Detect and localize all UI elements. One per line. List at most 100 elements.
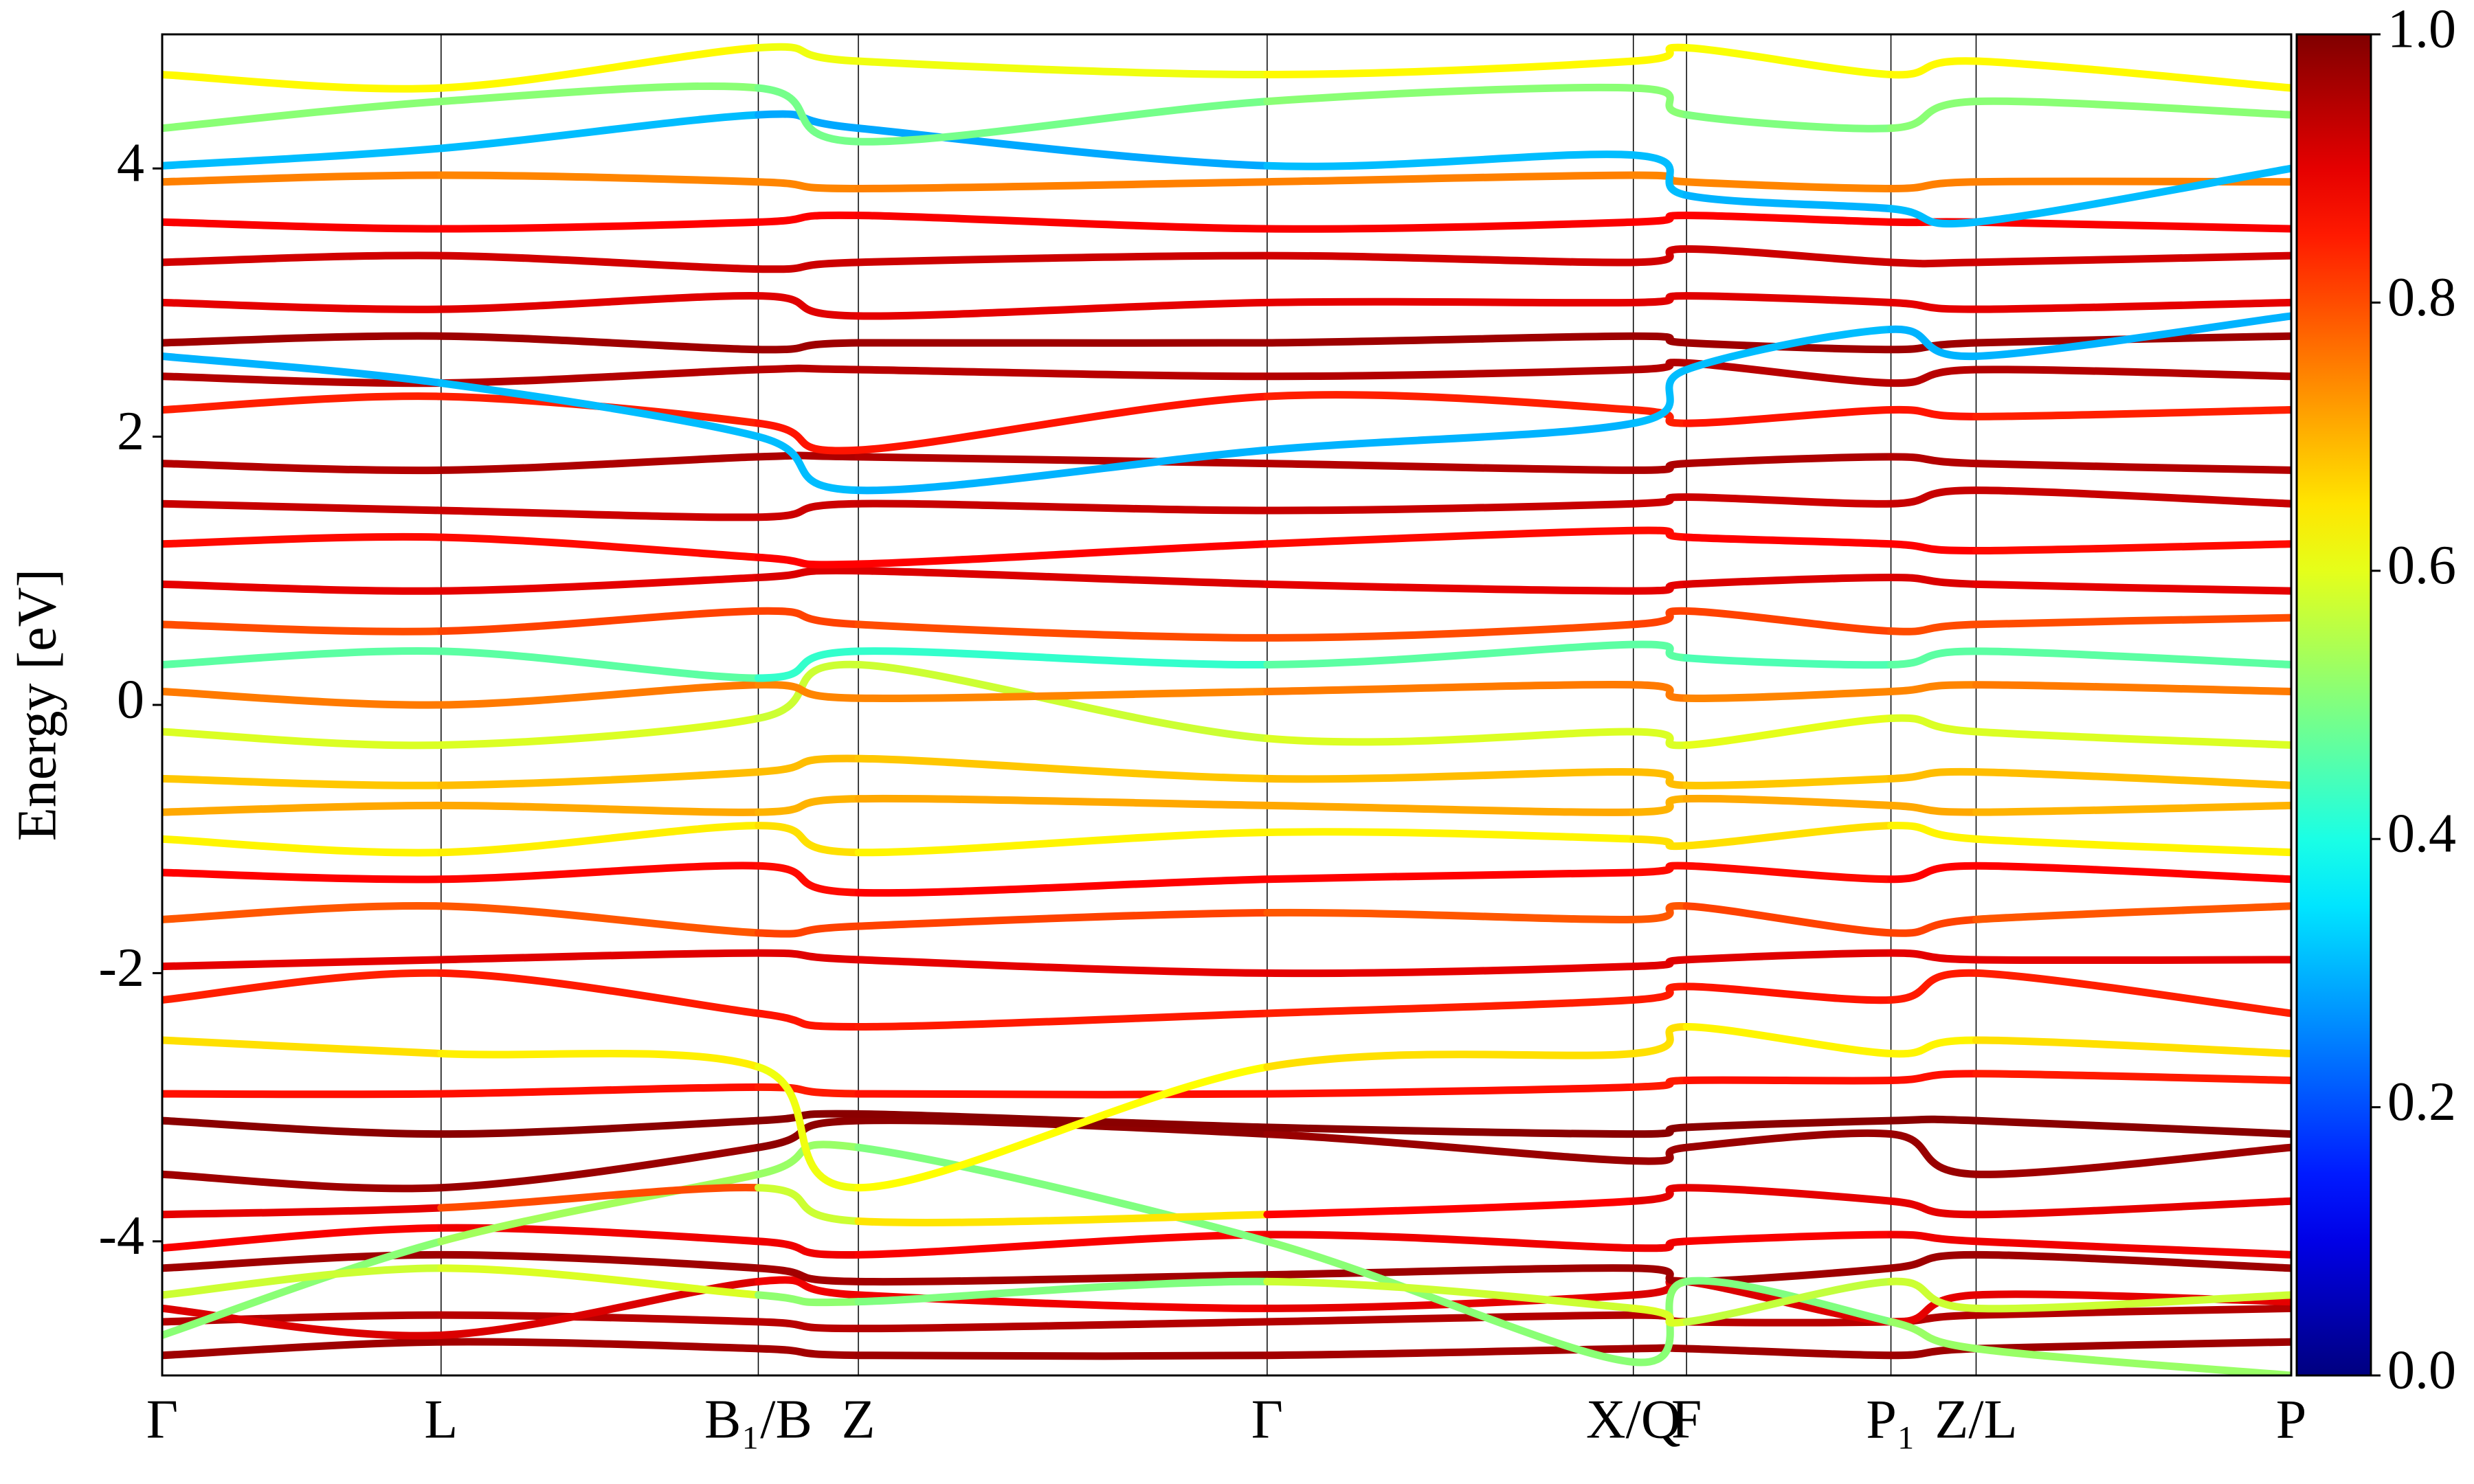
band-segment — [1263, 1130, 1638, 1165]
band-segment — [1887, 647, 1980, 668]
band-segment — [854, 124, 1271, 170]
band-segment — [1629, 1022, 1691, 1058]
band-segment — [1629, 1237, 1691, 1252]
band-segment — [1887, 98, 1980, 133]
band-segment — [754, 1345, 862, 1360]
band-segment — [1682, 902, 1895, 937]
band-segment — [1682, 982, 1895, 1004]
band-segment — [162, 298, 445, 313]
band-segment — [754, 178, 862, 192]
band-segment — [162, 1311, 445, 1326]
band-segment — [162, 144, 445, 170]
band-segment — [854, 251, 1271, 267]
band-segment — [1887, 1115, 1980, 1125]
band-segment — [1682, 1129, 1895, 1151]
band-segment — [754, 1009, 862, 1031]
band-segment — [437, 82, 762, 106]
band-segment — [162, 1304, 445, 1340]
band-segment — [754, 660, 862, 723]
band-segment — [437, 1083, 762, 1098]
x-tick-label: Γ — [1251, 1389, 1283, 1450]
band-segment — [754, 754, 862, 776]
band-segment — [754, 433, 862, 495]
y-tick-label: 4 — [117, 133, 144, 194]
band-segment — [754, 1063, 862, 1192]
band-segment — [1972, 768, 2291, 789]
band-segment — [162, 1036, 445, 1058]
band-segment — [854, 453, 1271, 468]
band-segment — [1629, 580, 1691, 595]
band-segment — [1629, 1277, 1691, 1367]
band-segment — [1629, 366, 1691, 427]
band-segment — [162, 499, 445, 515]
band-segment — [754, 553, 862, 569]
x-tick-label: Z/L — [1935, 1389, 2018, 1450]
x-tick-label: F — [1671, 1389, 1702, 1450]
band-segment — [1972, 969, 2291, 1018]
band-segment — [1972, 57, 2291, 92]
band-segment — [1629, 956, 1691, 971]
band-segment — [1682, 687, 1895, 702]
band-segment — [754, 451, 862, 461]
band-segment — [1682, 1277, 1895, 1326]
band-segment — [754, 862, 862, 897]
band-segment — [1629, 359, 1691, 374]
band-segment — [1629, 1143, 1691, 1165]
band-segment — [1263, 1291, 1638, 1312]
band-segment — [1887, 178, 1980, 192]
band-segment — [1263, 1197, 1638, 1219]
band-segment — [1629, 862, 1691, 877]
band-segment — [1887, 801, 1980, 816]
band-segment — [754, 1083, 862, 1098]
band-segment — [1263, 620, 1638, 642]
band-segment — [854, 1063, 1271, 1192]
band-segment — [1972, 1250, 2291, 1272]
band-segment — [437, 822, 762, 857]
band-segment — [754, 949, 862, 964]
band-segment — [1263, 828, 1638, 843]
band-segment — [754, 43, 862, 65]
band-segment — [1887, 298, 1980, 313]
band-segment — [854, 1009, 1271, 1031]
band-segment — [1682, 406, 1895, 427]
band-segment — [1887, 325, 1980, 361]
band-segment — [437, 1277, 762, 1339]
band-segment — [1887, 366, 1980, 387]
band-segment — [1887, 1291, 1980, 1326]
band-segment — [437, 366, 762, 387]
band-segment — [1263, 499, 1638, 515]
band-segment — [437, 862, 762, 884]
band-segment — [1263, 526, 1638, 548]
band-segment — [854, 1211, 1271, 1226]
band-segment — [854, 828, 1271, 857]
band-segment — [1682, 453, 1895, 468]
band-segment — [1887, 767, 1980, 783]
band-segment — [1972, 1036, 2291, 1058]
band-segment — [1263, 83, 1638, 106]
band-segment — [1263, 251, 1638, 267]
band-segment — [1682, 715, 1895, 750]
band-segment — [162, 774, 445, 789]
band-segment — [1263, 1230, 1638, 1252]
band-segment — [162, 835, 445, 857]
y-tick-label: -4 — [98, 1206, 144, 1266]
band-segment — [1887, 1318, 1980, 1353]
colorbar-tick-label: 0.2 — [2387, 1072, 2456, 1132]
band-segment — [1972, 801, 2291, 816]
band-segment — [754, 339, 862, 354]
band-segment — [1682, 574, 1895, 588]
band-segment — [1263, 963, 1638, 978]
band-segment — [754, 647, 862, 682]
band-segment — [162, 372, 445, 387]
axes: Γ L B₁/B Z Γ X/QF P₁ Z/L P -4 -2 0 2 4 0.0 0.2 0.4 0.6 0.8… — [98, 0, 2456, 1450]
band-segment — [754, 1237, 862, 1259]
band-segment — [1972, 580, 2291, 595]
band-segment — [1263, 868, 1638, 884]
band-segment — [754, 84, 862, 146]
band-segment — [1629, 151, 1691, 199]
band-segment — [1629, 171, 1691, 186]
band-segment — [854, 620, 1271, 642]
band-segment — [1629, 43, 1691, 65]
band-segment — [854, 178, 1271, 192]
band-segment — [162, 956, 445, 971]
